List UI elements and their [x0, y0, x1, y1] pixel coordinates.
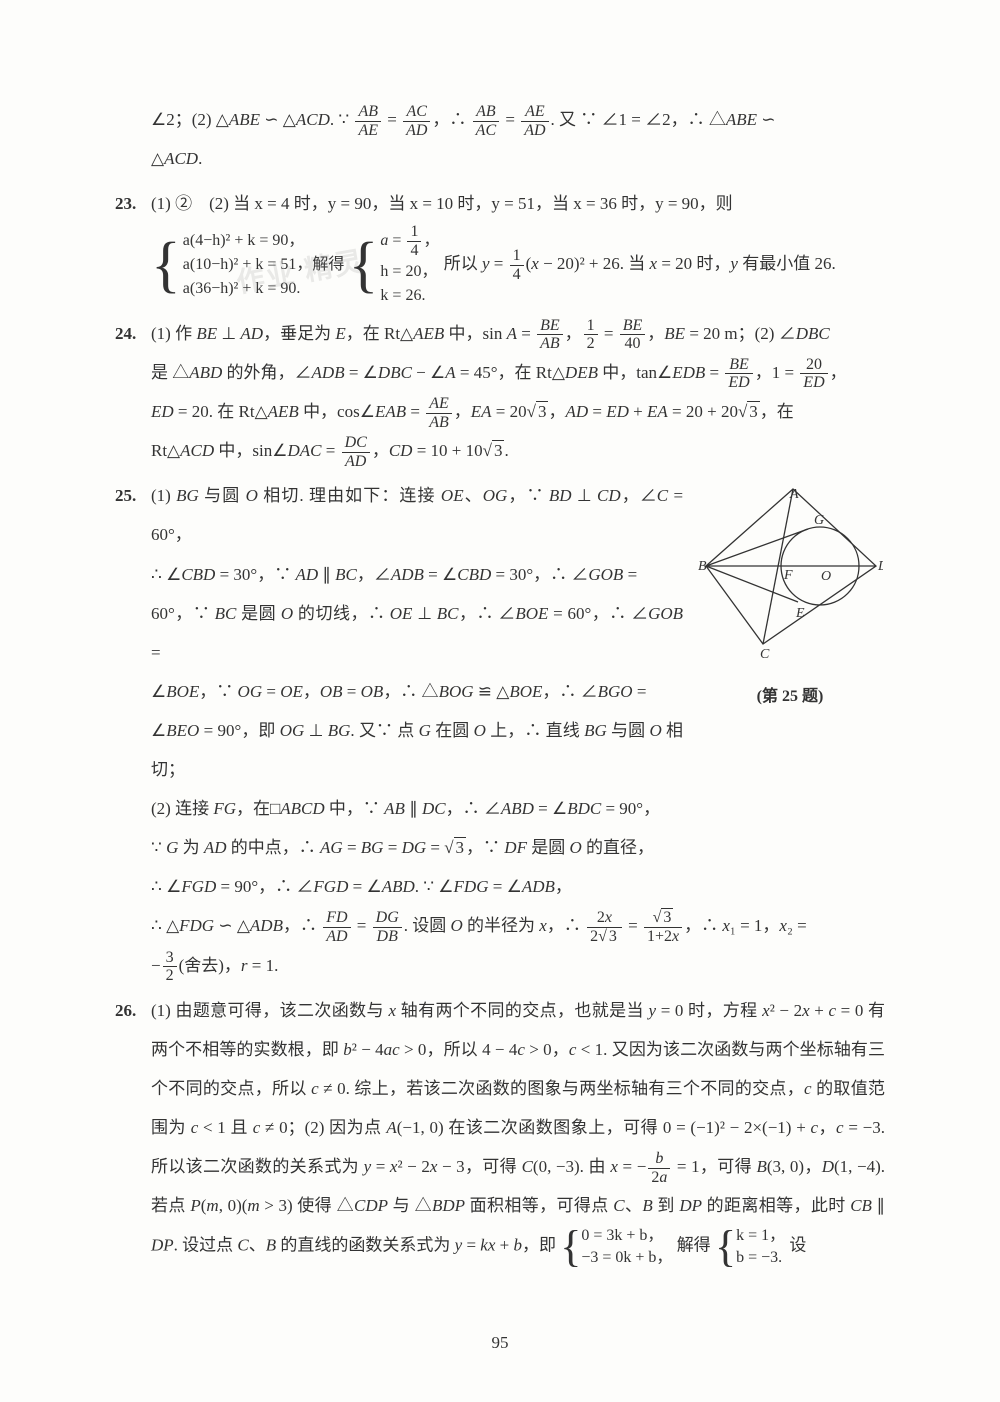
text-tail: 设 — [789, 1236, 806, 1255]
problem-number-blank — [115, 100, 151, 178]
equation-system-2: { a = 14， h = 20， k = 26. — [349, 223, 440, 307]
problem-body: A B C D E F G O (第 25 题) (1) BG 与圆 O 相切.… — [151, 476, 885, 984]
eq-line: a(10−h)² + k = 51，解得 — [183, 253, 345, 277]
problem-number: 24. — [115, 314, 151, 471]
fig-label-e: E — [795, 606, 805, 621]
eq-line: a(4−h)² + k = 90， — [183, 229, 345, 253]
page: 作业 精灵 ∠2；(2) △ABE ∽ △ACD. ∵ ABAE = ACAD，… — [0, 0, 1000, 1402]
problem-24: 24. (1) 作 BE ⊥ AD，垂足为 E，在 Rt△AEB 中，sin A… — [115, 314, 885, 471]
problem-number: 25. — [115, 476, 151, 984]
geometry-diagram: A B C D E F G O — [698, 484, 883, 659]
problem-23: 23. (1) ② (2) 当 x = 4 时，y = 90，当 x = 10 … — [115, 184, 885, 307]
problem-body: (1) ② (2) 当 x = 4 时，y = 90，当 x = 10 时，y … — [151, 184, 885, 307]
eq-line: k = 26. — [380, 284, 439, 308]
eq-line: b = −3. — [736, 1247, 785, 1269]
problem-body: (1) 由题意可得，该二次函数与 x 轴有两个不同的交点，也就是当 y = 0 … — [151, 991, 885, 1269]
problem-number: 23. — [115, 184, 151, 307]
figure-caption: (第 25 题) — [695, 679, 885, 716]
fig-label-o: O — [821, 569, 831, 584]
eq-line: h = 20， — [380, 260, 439, 284]
problem-25: 25. A B C D — [115, 476, 885, 984]
fig-label-b: B — [698, 559, 707, 574]
fig-label-c: C — [760, 647, 770, 659]
equation-system-3: { 0 = 3k + b， −3 = 0k + b， — [560, 1225, 672, 1268]
eq-line: a(36−h)² + k = 90. — [183, 277, 345, 301]
problem-22-continued: ∠2；(2) △ABE ∽ △ACD. ∵ ABAE = ACAD，∴ ABAC… — [115, 100, 885, 178]
eq-line: k = 1， — [736, 1225, 785, 1247]
fig-label-d: D — [877, 559, 883, 574]
fig-label-f: F — [783, 568, 793, 583]
text-mid: 解得 — [677, 1236, 711, 1255]
problem-23-intro: (1) ② (2) 当 x = 4 时，y = 90，当 x = 10 时，y … — [151, 194, 733, 213]
problem-26: 26. (1) 由题意可得，该二次函数与 x 轴有两个不同的交点，也就是当 y … — [115, 991, 885, 1269]
equation-system-4: { k = 1， b = −3. — [715, 1225, 785, 1268]
figure-25: A B C D E F G O (第 25 题) — [695, 484, 885, 716]
problem-body: (1) 作 BE ⊥ AD，垂足为 E，在 Rt△AEB 中，sin A = B… — [151, 314, 885, 471]
problem-number: 26. — [115, 991, 151, 1269]
fig-label-a: A — [789, 487, 799, 502]
problem-body: ∠2；(2) △ABE ∽ △ACD. ∵ ABAE = ACAD，∴ ABAC… — [151, 100, 885, 178]
eq-line: 0 = 3k + b， — [581, 1225, 672, 1247]
fig-label-g: G — [814, 513, 824, 528]
equation-system-1: { a(4−h)² + k = 90， a(10−h)² + k = 51，解得… — [151, 229, 344, 301]
eq-line: −3 = 0k + b， — [581, 1247, 672, 1269]
page-number: 95 — [0, 1323, 1000, 1362]
